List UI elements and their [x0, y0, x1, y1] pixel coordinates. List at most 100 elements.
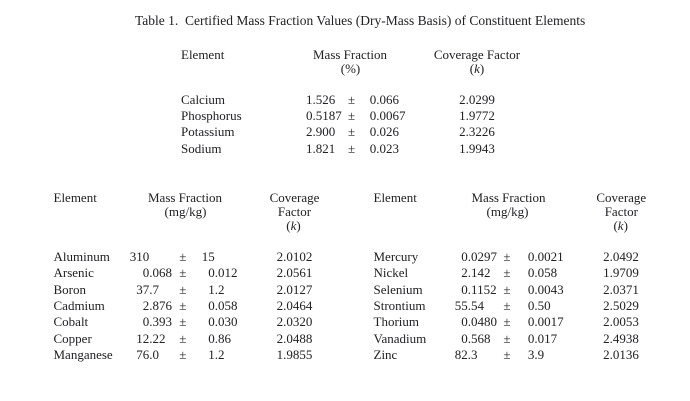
mass-fraction-value-fraction-part: .1152	[467, 281, 497, 297]
coverage-factor-value: 2.0492	[603, 248, 639, 264]
mgkg-left-header-factor: Factor	[277, 203, 312, 219]
mass-fraction-value: 76.0	[125, 347, 159, 363]
mass-fraction-value-integer-part: 0	[461, 281, 468, 297]
plus-minus-sign: ±	[179, 298, 187, 313]
plus-minus-sign: ±	[179, 330, 187, 346]
k-open-paren: (	[286, 218, 291, 234]
uncertainty-value: 0.012	[199, 265, 238, 281]
plus-minus-sign: ±	[348, 91, 356, 107]
element-name: Manganese	[53, 347, 113, 363]
plus-minus-sign: ±	[179, 265, 187, 281]
mass-fraction-value-integer-part: 0	[461, 248, 468, 264]
element-name: Selenium	[373, 281, 423, 297]
mass-fraction-value-integer-part: 12	[136, 330, 150, 346]
uncertainty-value: 0.50	[524, 298, 551, 314]
uncertainty-value-fraction-part: .058	[534, 265, 558, 281]
element-name: Boron	[53, 281, 87, 297]
coverage-factor-value: 1.9855	[276, 347, 313, 363]
mgkg-left-header-mass-fraction: Mass Fraction	[147, 189, 223, 205]
element-name: Phosphorus	[181, 107, 242, 123]
mass-fraction-value: 2.900	[303, 124, 335, 140]
uncertainty-value-fraction-part: .50	[534, 298, 551, 313]
coverage-factor-value: 2.0464	[276, 298, 313, 313]
uncertainty-value: 0.030	[199, 314, 238, 330]
mass-fraction-value-integer-part: 2	[461, 265, 468, 281]
element-name: Aluminum	[53, 248, 110, 264]
mass-fraction-value: 0.568	[452, 330, 491, 347]
uncertainty-value-integer-part: 0	[208, 330, 215, 346]
coverage-factor-value: 2.0053	[603, 314, 639, 330]
element-name: Strontium	[373, 298, 426, 313]
uncertainty-value-fraction-part: .012	[214, 265, 238, 281]
uncertainty-value-integer-part: 0	[527, 248, 535, 264]
element-name: Vanadium	[373, 330, 427, 346]
percent-header-mass-fraction: Mass Fraction	[312, 47, 388, 62]
mass-fraction-value-integer-part: 310	[129, 248, 150, 264]
k-open-paren: (	[469, 60, 475, 76]
uncertainty-value-fraction-part: .026	[376, 124, 399, 140]
uncertainty-value: 0.017	[524, 331, 557, 347]
coverage-factor-value: 2.5029	[603, 298, 639, 313]
uncertainty-value-fraction-part: .066	[376, 91, 399, 107]
uncertainty-value: 0.0021	[524, 248, 564, 265]
mass-fraction-value-integer-part: 0	[142, 265, 150, 281]
uncertainty-value: 0.0043	[524, 281, 564, 298]
mass-fraction-value-integer-part: 55	[454, 298, 468, 313]
mass-fraction-value: 0.068	[125, 265, 172, 281]
mass-fraction-value-integer-part: 1	[306, 91, 313, 107]
mass-fraction-value-fraction-part: .7	[149, 281, 159, 297]
element-name: Cadmium	[53, 298, 105, 313]
element-name: Copper	[53, 330, 92, 346]
uncertainty-value-fraction-part: .023	[376, 140, 399, 156]
mass-fraction-value: 37.7	[125, 282, 159, 298]
plus-minus-sign: ±	[503, 248, 511, 264]
plus-minus-sign: ±	[503, 298, 511, 313]
mass-fraction-value: 0.0297	[452, 249, 497, 265]
mass-fraction-value: 310	[125, 248, 150, 265]
uncertainty-value-integer-part: 0	[369, 91, 377, 107]
uncertainty-value: 0.86	[199, 331, 231, 347]
element-name: Calcium	[181, 91, 226, 107]
plus-minus-sign: ±	[179, 347, 187, 363]
uncertainty-value-integer-part: 0	[527, 298, 535, 313]
plus-minus-sign: ±	[503, 347, 511, 363]
uncertainty-value-integer-part: 0	[369, 107, 377, 123]
mass-fraction-value-integer-part: 0	[306, 107, 313, 123]
uncertainty-value-integer-part: 0	[208, 298, 215, 313]
coverage-factor-value: 1.9709	[603, 265, 639, 281]
mgkg-right-header-unit: (mg/kg)	[486, 203, 529, 219]
mass-fraction-value: 55.54	[452, 298, 484, 314]
uncertainty-value-integer-part: 0	[527, 314, 535, 330]
coverage-factor-value: 2.4938	[603, 330, 639, 346]
coverage-factor-value: 2.0136	[603, 347, 639, 363]
mass-fraction-value-fraction-part: .0	[149, 347, 159, 363]
uncertainty-value-fraction-part: .86	[214, 330, 232, 346]
mass-fraction-value-fraction-part: .393	[149, 314, 172, 330]
mass-fraction-value: 1.821	[303, 140, 335, 157]
plus-minus-sign: ±	[348, 107, 356, 123]
mgkg-left-header-coverage: Coverage	[269, 189, 320, 205]
uncertainty-value-integer-part: 15	[201, 248, 215, 264]
mass-fraction-value: 0.0480	[452, 314, 497, 330]
mass-fraction-value-fraction-part: .0480	[467, 314, 498, 330]
mass-fraction-value-integer-part: 0	[461, 314, 468, 330]
plus-minus-sign: ±	[503, 281, 511, 297]
mgkg-left-header-unit: (mg/kg)	[164, 203, 207, 219]
percent-header-k: (k)	[470, 61, 484, 77]
uncertainty-value-fraction-part: .030	[214, 314, 238, 330]
k-close-paren: )	[479, 60, 485, 76]
coverage-factor-value: 2.3226	[459, 124, 495, 140]
uncertainty-value-fraction-part: .0043	[534, 281, 564, 297]
coverage-factor-value: 2.0127	[276, 281, 313, 297]
element-name: Arsenic	[53, 265, 94, 281]
mgkg-left-header-element: Element	[53, 189, 97, 205]
plus-minus-sign: ±	[179, 314, 187, 330]
mass-fraction-value-integer-part: 1	[306, 140, 313, 156]
uncertainty-value: 0.058	[199, 298, 237, 314]
element-name: Potassium	[181, 124, 235, 140]
mass-fraction-value-fraction-part: .568	[467, 330, 491, 346]
element-name: Cobalt	[53, 314, 89, 330]
uncertainty-value-integer-part: 0	[369, 140, 377, 156]
plus-minus-sign: ±	[503, 314, 511, 330]
plus-minus-sign: ±	[503, 265, 511, 281]
